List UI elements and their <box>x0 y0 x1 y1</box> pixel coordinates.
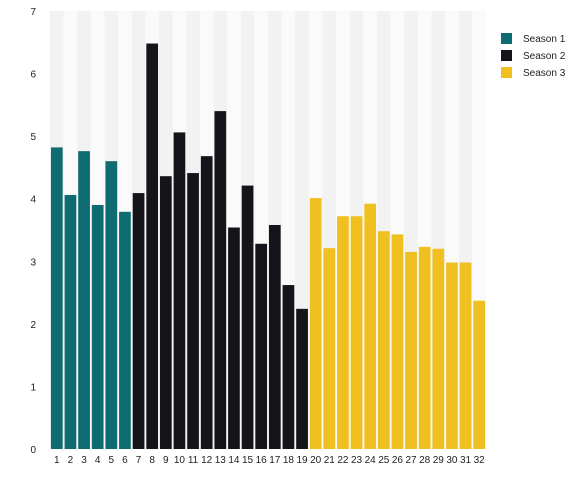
x-tick-label: 17 <box>269 455 281 466</box>
y-tick-label: 5 <box>30 132 36 143</box>
y-tick-label: 2 <box>30 320 36 331</box>
bar-episode-14 <box>228 227 240 449</box>
bar-episode-21 <box>323 248 336 449</box>
x-tick-label: 23 <box>351 455 363 466</box>
x-tick-label: 4 <box>95 455 101 466</box>
bar-episode-4 <box>91 204 104 449</box>
bar-episode-16 <box>255 243 268 449</box>
x-tick-label: 9 <box>163 455 169 466</box>
bar-episode-6 <box>119 211 131 449</box>
bar-episode-7 <box>132 193 145 449</box>
bar-episode-17 <box>268 224 281 449</box>
bar-episode-10 <box>173 132 186 450</box>
y-tick-label: 3 <box>30 257 36 268</box>
legend-label: Season 3 <box>523 68 566 79</box>
x-tick-label: 29 <box>433 455 445 466</box>
x-tick-label: 1 <box>54 455 60 466</box>
x-tick-label: 27 <box>406 455 418 466</box>
bar-episode-18 <box>282 285 295 449</box>
legend: Season 1 Season 2 Season 3 <box>501 33 566 79</box>
x-tick-label: 14 <box>228 455 240 466</box>
x-tick-label: 18 <box>283 455 295 466</box>
bar-episode-32 <box>473 300 486 449</box>
x-tick-label: 24 <box>365 455 377 466</box>
y-axis-ticks: 0 1 2 3 4 5 6 7 <box>30 7 36 456</box>
legend-swatch <box>501 50 512 61</box>
legend-label: Season 2 <box>523 51 566 62</box>
x-tick-label: 31 <box>460 455 472 466</box>
x-tick-label: 21 <box>324 455 336 466</box>
y-tick-label: 1 <box>30 382 36 393</box>
legend-swatch <box>501 67 512 78</box>
bar-episode-11 <box>187 173 199 449</box>
x-tick-label: 12 <box>201 455 213 466</box>
bar-episode-30 <box>446 262 458 449</box>
x-tick-label: 26 <box>392 455 404 466</box>
x-tick-label: 11 <box>188 455 199 466</box>
bar-episode-22 <box>337 216 349 449</box>
x-tick-label: 20 <box>310 455 322 466</box>
x-tick-label: 22 <box>337 455 349 466</box>
bar-episode-9 <box>159 176 172 449</box>
x-tick-label: 7 <box>136 455 142 466</box>
bar-episode-19 <box>296 308 308 449</box>
bar-episode-20 <box>309 198 322 449</box>
legend-swatch <box>501 33 512 44</box>
bar-episode-5 <box>105 161 118 449</box>
x-tick-label: 30 <box>446 455 458 466</box>
bar-episode-27 <box>405 251 417 449</box>
x-tick-label: 25 <box>378 455 390 466</box>
x-tick-label: 3 <box>81 455 87 466</box>
bar-episode-29 <box>432 248 445 449</box>
bar-episode-25 <box>377 231 390 449</box>
x-tick-label: 10 <box>174 455 186 466</box>
bar-episode-1 <box>50 147 63 450</box>
bar-episode-12 <box>200 156 213 449</box>
y-tick-label: 6 <box>30 70 36 81</box>
bars <box>50 43 486 450</box>
bar-episode-3 <box>78 151 90 449</box>
y-tick-label: 4 <box>30 195 36 206</box>
y-tick-label: 0 <box>30 445 36 456</box>
x-tick-label: 13 <box>215 455 227 466</box>
x-tick-label: 2 <box>68 455 74 466</box>
x-tick-label: 16 <box>256 455 268 466</box>
x-tick-label: 8 <box>149 455 155 466</box>
bar-episode-2 <box>64 194 77 449</box>
x-tick-label: 32 <box>474 455 486 466</box>
x-tick-label: 19 <box>297 455 309 466</box>
bar-episode-15 <box>241 185 254 449</box>
x-axis-ticks: 1 2 3 4 5 6 7 8 9 10 11 12 13 14 15 16 17 18 19 20 21 22 23 24 2… <box>54 455 485 466</box>
x-tick-label: 5 <box>109 455 115 466</box>
legend-label: Season 1 <box>523 34 566 45</box>
x-tick-label: 15 <box>242 455 254 466</box>
bar-episode-31 <box>459 262 472 449</box>
bar-episode-13 <box>214 111 227 449</box>
bar-episode-24 <box>364 203 377 449</box>
bar-episode-23 <box>350 216 363 449</box>
bar-episode-28 <box>418 246 431 449</box>
bar-episode-26 <box>391 234 404 449</box>
x-tick-label: 6 <box>122 455 128 466</box>
y-tick-label: 7 <box>30 7 36 18</box>
bar-episode-8 <box>146 43 159 450</box>
x-tick-label: 28 <box>419 455 431 466</box>
